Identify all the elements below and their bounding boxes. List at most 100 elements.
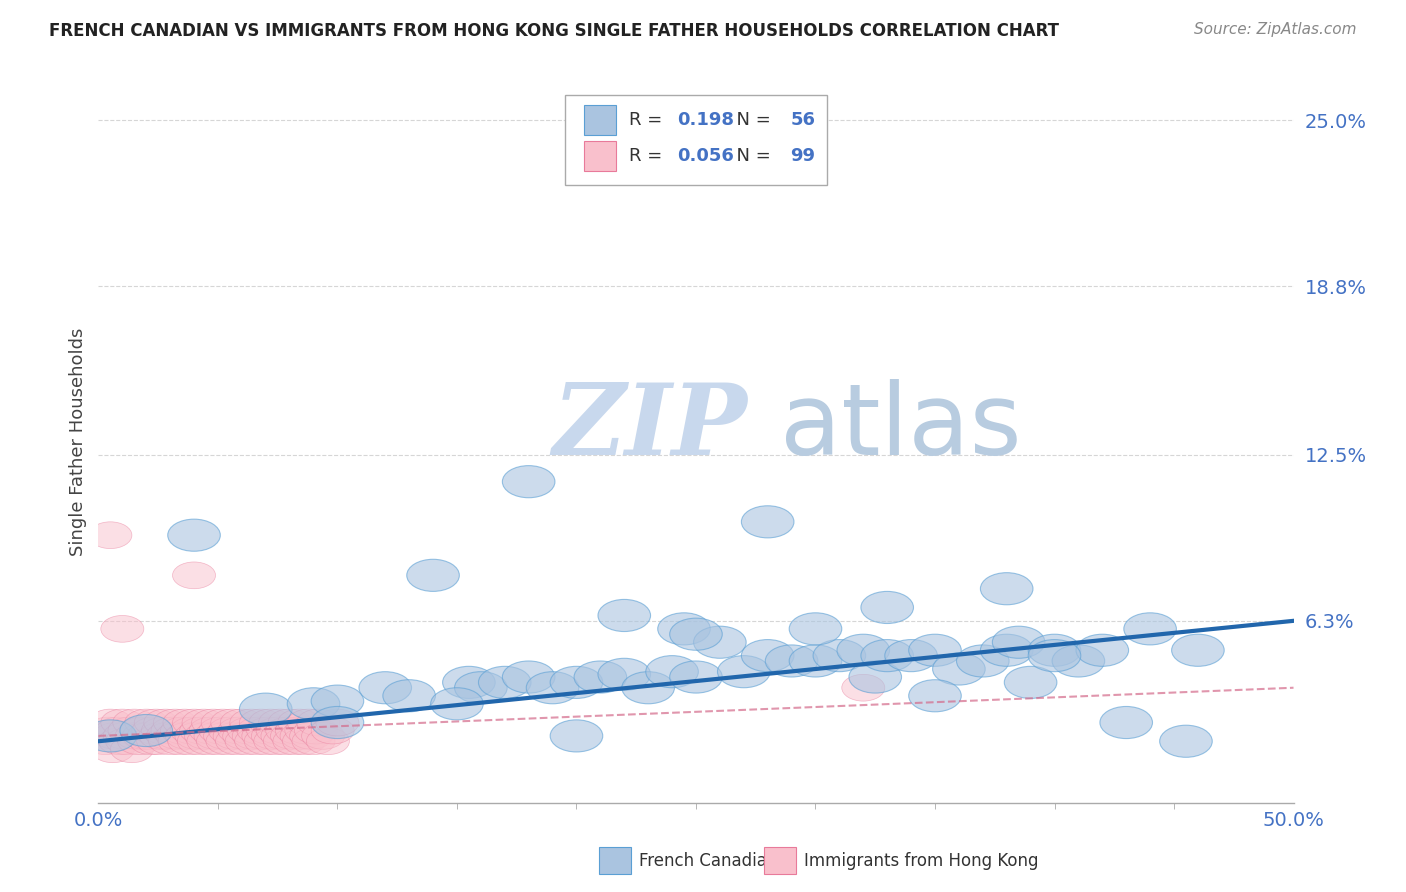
- Ellipse shape: [207, 728, 249, 755]
- FancyBboxPatch shape: [599, 847, 631, 873]
- Ellipse shape: [239, 709, 283, 736]
- Ellipse shape: [993, 626, 1045, 658]
- Ellipse shape: [82, 723, 125, 749]
- Ellipse shape: [94, 723, 136, 749]
- Ellipse shape: [645, 656, 699, 688]
- Text: 56: 56: [790, 111, 815, 129]
- Ellipse shape: [849, 661, 901, 693]
- Ellipse shape: [287, 688, 340, 720]
- Ellipse shape: [112, 709, 156, 736]
- Ellipse shape: [765, 645, 818, 677]
- FancyBboxPatch shape: [565, 95, 827, 185]
- Ellipse shape: [170, 717, 214, 744]
- Ellipse shape: [454, 672, 508, 704]
- Text: ZIP: ZIP: [553, 379, 748, 475]
- Ellipse shape: [239, 693, 292, 725]
- Ellipse shape: [273, 728, 316, 755]
- Ellipse shape: [1076, 634, 1129, 666]
- Text: Immigrants from Hong Kong: Immigrants from Hong Kong: [804, 852, 1038, 870]
- Ellipse shape: [84, 720, 136, 752]
- Ellipse shape: [598, 599, 651, 632]
- Ellipse shape: [621, 672, 675, 704]
- Ellipse shape: [526, 672, 579, 704]
- Ellipse shape: [122, 723, 166, 749]
- Ellipse shape: [837, 634, 890, 666]
- Ellipse shape: [311, 706, 364, 739]
- Ellipse shape: [132, 717, 174, 744]
- Ellipse shape: [741, 506, 794, 538]
- Ellipse shape: [194, 723, 238, 749]
- Text: N =: N =: [724, 147, 776, 165]
- Ellipse shape: [1052, 645, 1105, 677]
- Ellipse shape: [125, 709, 167, 736]
- Ellipse shape: [167, 728, 211, 755]
- Ellipse shape: [159, 728, 201, 755]
- Ellipse shape: [160, 717, 204, 744]
- Ellipse shape: [129, 728, 173, 755]
- Ellipse shape: [127, 723, 170, 749]
- Ellipse shape: [111, 736, 153, 763]
- Ellipse shape: [218, 717, 262, 744]
- Ellipse shape: [190, 717, 232, 744]
- Ellipse shape: [860, 591, 914, 624]
- Ellipse shape: [302, 723, 344, 749]
- Ellipse shape: [167, 519, 221, 551]
- Ellipse shape: [183, 709, 225, 736]
- Ellipse shape: [382, 680, 436, 712]
- Ellipse shape: [173, 562, 215, 589]
- Ellipse shape: [197, 728, 239, 755]
- Ellipse shape: [789, 645, 842, 677]
- Ellipse shape: [173, 709, 215, 736]
- Ellipse shape: [89, 709, 132, 736]
- Ellipse shape: [1099, 706, 1153, 739]
- Ellipse shape: [166, 723, 208, 749]
- Ellipse shape: [443, 666, 495, 698]
- Ellipse shape: [285, 717, 328, 744]
- Ellipse shape: [232, 723, 276, 749]
- Ellipse shape: [502, 466, 555, 498]
- Text: 99: 99: [790, 147, 815, 165]
- Ellipse shape: [211, 709, 254, 736]
- Ellipse shape: [269, 709, 311, 736]
- FancyBboxPatch shape: [583, 105, 616, 136]
- Ellipse shape: [406, 559, 460, 591]
- Ellipse shape: [1160, 725, 1212, 757]
- Ellipse shape: [292, 728, 335, 755]
- Ellipse shape: [246, 717, 290, 744]
- Ellipse shape: [149, 728, 191, 755]
- Text: R =: R =: [628, 147, 668, 165]
- FancyBboxPatch shape: [763, 847, 796, 873]
- Ellipse shape: [252, 723, 294, 749]
- Ellipse shape: [1028, 634, 1081, 666]
- FancyBboxPatch shape: [583, 141, 616, 171]
- Ellipse shape: [101, 615, 143, 642]
- Ellipse shape: [980, 634, 1033, 666]
- Ellipse shape: [550, 666, 603, 698]
- Ellipse shape: [120, 717, 163, 744]
- Text: French Canadians: French Canadians: [638, 852, 786, 870]
- Text: N =: N =: [724, 111, 776, 129]
- Ellipse shape: [266, 717, 309, 744]
- Ellipse shape: [283, 728, 326, 755]
- Ellipse shape: [574, 661, 627, 693]
- Ellipse shape: [297, 709, 340, 736]
- Ellipse shape: [180, 717, 222, 744]
- Ellipse shape: [84, 728, 127, 755]
- Ellipse shape: [693, 626, 747, 658]
- Ellipse shape: [222, 723, 266, 749]
- Ellipse shape: [980, 573, 1033, 605]
- Ellipse shape: [115, 723, 159, 749]
- Ellipse shape: [316, 709, 359, 736]
- Ellipse shape: [1004, 666, 1057, 698]
- Ellipse shape: [187, 728, 231, 755]
- Text: atlas: atlas: [779, 378, 1021, 475]
- Ellipse shape: [221, 709, 263, 736]
- Ellipse shape: [860, 640, 914, 672]
- Ellipse shape: [290, 723, 333, 749]
- Ellipse shape: [1123, 613, 1177, 645]
- Ellipse shape: [278, 709, 321, 736]
- Ellipse shape: [184, 723, 228, 749]
- Ellipse shape: [228, 717, 270, 744]
- Ellipse shape: [307, 728, 350, 755]
- Ellipse shape: [311, 717, 354, 744]
